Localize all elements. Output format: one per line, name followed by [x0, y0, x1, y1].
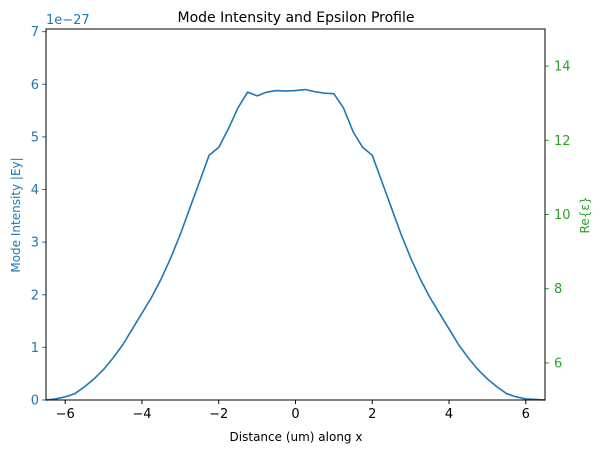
y-left-tick-label: 1: [31, 341, 39, 356]
x-tick-label: 2: [368, 407, 376, 422]
y-left-axis-label: Mode Intensity |Ey|: [9, 157, 23, 272]
plot-frame: [45, 28, 546, 401]
y-left-tick-label: 4: [31, 183, 39, 198]
y-right-tick-label: 14: [554, 60, 571, 75]
y-left-tick-label: 0: [31, 394, 39, 409]
y-left-tick-label: 3: [31, 236, 39, 251]
x-tick-label: −4: [132, 407, 151, 422]
y-right-axis-ticks: 6 8 10 12 14: [545, 60, 571, 371]
chart-title: Mode Intensity and Epsilon Profile: [178, 10, 415, 26]
y-right-tick-label: 10: [554, 208, 571, 223]
x-tick-label: −6: [56, 407, 75, 422]
y-left-axis-ticks: 0 1 2 3 4 5 6 7: [31, 25, 46, 409]
y-left-tick-label: 6: [31, 78, 39, 93]
y-right-tick-label: 8: [554, 282, 562, 297]
y-right-tick-label: 12: [554, 134, 571, 149]
x-tick-label: 6: [522, 407, 530, 422]
offset-label: 1e−27: [46, 13, 90, 28]
x-axis-label: Distance (um) along x: [230, 430, 363, 444]
y-left-tick-label: 5: [31, 130, 39, 145]
y-left-tick-label: 7: [31, 25, 39, 40]
y-right-tick-label: 6: [554, 356, 562, 371]
x-tick-label: −2: [209, 407, 228, 422]
x-tick-label: 0: [291, 407, 299, 422]
x-axis-ticks: −6 −4 −2 0 2 4 6: [56, 400, 530, 422]
y-left-tick-label: 2: [31, 288, 39, 303]
mode-intensity-line: [45, 88, 546, 401]
x-tick-label: 4: [445, 407, 453, 422]
y-right-axis-label: Re{ε}: [578, 197, 592, 234]
